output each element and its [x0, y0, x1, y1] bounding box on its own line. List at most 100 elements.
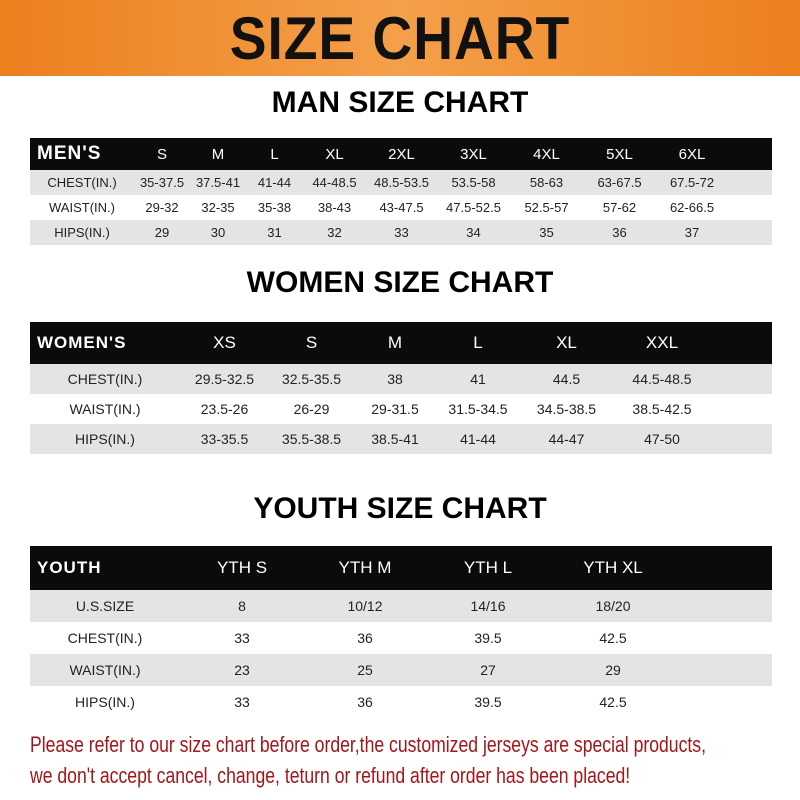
table-cell: L: [473, 333, 483, 352]
table-cell: 35.5-38.5: [281, 431, 342, 447]
table-cell: 14/16: [470, 598, 506, 614]
table-cell: 39.5: [474, 630, 502, 646]
table-cell: YTH M: [338, 558, 392, 577]
table-row: CHEST(IN.) 33 36 39.5 42.5: [30, 622, 772, 654]
notice-line-1: Please refer to our size chart before or…: [30, 732, 706, 757]
table-cell: 29-32: [145, 200, 179, 215]
table-cell: 36: [612, 225, 627, 240]
table-cell: 53.5-58: [451, 175, 496, 190]
table-cell: 29-31.5: [371, 401, 419, 417]
table-cell: 57-62: [602, 200, 637, 215]
table-cell: 35: [539, 225, 554, 240]
table-cell: 18/20: [595, 598, 631, 614]
table-cell: 41-44: [257, 175, 292, 190]
table-cell: 67.5-72: [669, 175, 715, 190]
table-cell: S: [156, 145, 167, 163]
table-header-row: YOUTH YTH S YTH M YTH L YTH XL: [30, 546, 772, 590]
table-cell: 26-29: [293, 401, 330, 417]
table-cell: 34.5-38.5: [536, 401, 597, 417]
row-label: MEN'S: [37, 143, 102, 164]
table-row: CHEST(IN.) 35-37.5 37.5-41 41-44 44-48.5 48.5…: [30, 170, 772, 195]
table-cell: YTH S: [216, 558, 268, 577]
table-cell: 35-38: [257, 200, 292, 215]
table-row: WAIST(IN.) 23.5-26 26-29 29-31.5 31.5-34.5 34…: [30, 394, 772, 424]
youth-size-table: YOUTH YTH S YTH M YTH L YTH XL U.S.SIZE 8 10/12…: [30, 546, 772, 718]
table-cell: 38-43: [317, 200, 352, 215]
table-cell: 43-47.5: [379, 200, 424, 215]
table-cell: 31.5-34.5: [448, 401, 508, 417]
youth-section-title: YOUTH SIZE CHART: [253, 492, 547, 525]
row-label: CHEST(IN.): [67, 630, 143, 646]
table-cell: 33: [234, 694, 250, 710]
table-cell: XL: [325, 145, 344, 163]
row-label: CHEST(IN.): [47, 175, 117, 190]
table-cell: XXL: [645, 333, 679, 352]
row-label: WOMEN'S: [37, 333, 127, 352]
table-cell: S: [305, 333, 318, 352]
table-row: HIPS(IN.) 29 30 31 32 33 34 35 36 37: [30, 220, 772, 245]
row-label: U.S.SIZE: [75, 598, 135, 614]
table-cell: 3XL: [460, 145, 487, 163]
table-cell: XS: [213, 333, 236, 352]
table-cell: 47.5-52.5: [446, 200, 501, 215]
table-cell: 44.5: [552, 371, 581, 387]
table-cell: 31: [267, 225, 282, 240]
table-row: WAIST(IN.) 29-32 32-35 35-38 38-43 43-47.5 47.…: [30, 195, 772, 220]
row-label: WAIST(IN.): [69, 401, 141, 417]
table-cell: 10/12: [347, 598, 383, 614]
men-size-table: MEN'S S M L XL 2XL 3XL 4XL 5XL 6XL CHEST(IN.) 35-37…: [30, 138, 772, 245]
notice-line-2: we don't accept cancel, change, teturn o…: [30, 763, 631, 788]
table-cell: 36: [357, 694, 373, 710]
table-cell: 23.5-26: [200, 401, 249, 417]
row-label: HIPS(IN.): [75, 431, 135, 447]
table-cell: 34: [466, 225, 481, 240]
women-size-table: WOMEN'S XS S M L XL XXL CHEST(IN.) 29.5-32.5 32.5…: [30, 322, 772, 454]
table-header-row: WOMEN'S XS S M L XL XXL: [30, 322, 772, 364]
table-cell: 33: [234, 630, 250, 646]
table-cell: 5XL: [606, 145, 633, 163]
table-cell: 35-37.5: [139, 175, 185, 190]
table-cell: YTH XL: [583, 558, 643, 577]
table-cell: 29: [605, 662, 621, 678]
table-cell: 33: [394, 225, 409, 240]
table-cell: 39.5: [474, 694, 502, 710]
table-cell: 58-63: [529, 175, 564, 190]
table-cell: 4XL: [533, 145, 560, 163]
table-cell: XL: [556, 333, 577, 352]
table-cell: 30: [210, 225, 226, 240]
table-cell: 2XL: [388, 145, 415, 163]
table-cell: 42.5: [599, 630, 627, 646]
table-cell: 44-47: [548, 431, 585, 447]
table-cell: 41-44: [460, 431, 496, 447]
title-banner: SIZE CHART: [0, 0, 800, 76]
table-row: U.S.SIZE 8 10/12 14/16 18/20: [30, 590, 772, 622]
table-cell: 27: [480, 662, 496, 678]
women-section-title: WOMEN SIZE CHART: [246, 266, 554, 299]
table-cell: 25: [357, 662, 373, 678]
table-cell: 44-48.5: [312, 175, 357, 190]
table-cell: 62-66.5: [669, 200, 715, 215]
men-section-title: MAN SIZE CHART: [271, 86, 529, 119]
table-cell: L: [270, 145, 279, 163]
table-cell: M: [211, 145, 225, 163]
table-row: WAIST(IN.) 23 25 27 29: [30, 654, 772, 686]
table-row: HIPS(IN.) 33-35.5 35.5-38.5 38.5-41 41-44 44-…: [30, 424, 772, 454]
table-cell: YTH L: [463, 558, 513, 577]
table-cell: 32: [327, 225, 342, 240]
row-label: WAIST(IN.): [69, 662, 141, 678]
row-label: CHEST(IN.): [67, 371, 143, 387]
table-row: HIPS(IN.) 33 36 39.5 42.5: [30, 686, 772, 718]
table-row: CHEST(IN.) 29.5-32.5 32.5-35.5 38 41 44.5 44.5…: [30, 364, 772, 394]
table-cell: 29: [154, 225, 170, 240]
table-cell: 8: [238, 598, 246, 614]
table-cell: 38: [387, 371, 403, 387]
table-cell: 38.5-42.5: [632, 401, 692, 417]
row-label: HIPS(IN.): [54, 225, 110, 240]
table-header-row: MEN'S S M L XL 2XL 3XL 4XL 5XL 6XL: [30, 138, 772, 170]
table-cell: 37.5-41: [195, 175, 241, 190]
table-cell: 42.5: [599, 694, 627, 710]
table-cell: 44.5-48.5: [632, 371, 692, 387]
table-cell: 37: [684, 225, 700, 240]
table-cell: 33-35.5: [200, 431, 249, 447]
table-cell: 36: [357, 630, 373, 646]
